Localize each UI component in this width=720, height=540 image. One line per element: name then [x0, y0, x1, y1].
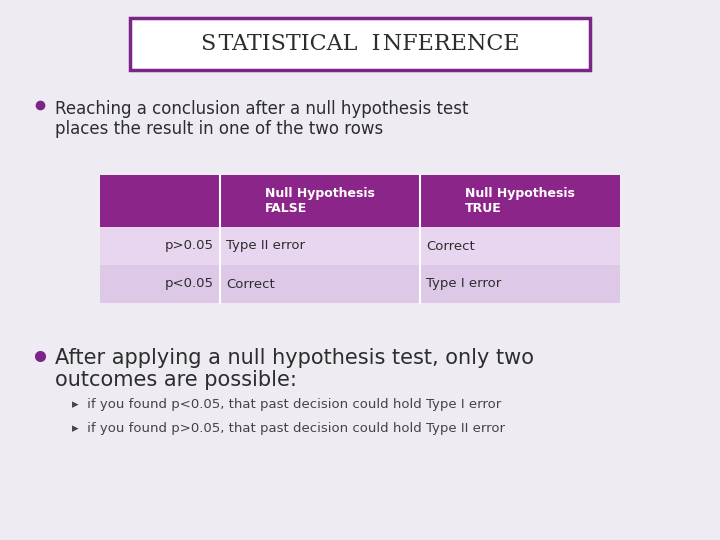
Text: Reaching a conclusion after a null hypothesis test: Reaching a conclusion after a null hypot… [55, 100, 469, 118]
Text: ▸  if you found p<0.05, that past decision could hold Type I error: ▸ if you found p<0.05, that past decisio… [72, 398, 501, 411]
FancyBboxPatch shape [100, 175, 620, 227]
Text: After applying a null hypothesis test, only two: After applying a null hypothesis test, o… [55, 348, 534, 368]
Text: ▸  if you found p>0.05, that past decision could hold Type II error: ▸ if you found p>0.05, that past decisio… [72, 422, 505, 435]
Text: places the result in one of the two rows: places the result in one of the two rows [55, 120, 383, 138]
Text: Correct: Correct [426, 240, 474, 253]
Text: p>0.05: p>0.05 [165, 240, 214, 253]
Text: Null Hypothesis
FALSE: Null Hypothesis FALSE [265, 186, 375, 215]
FancyBboxPatch shape [130, 18, 590, 70]
FancyBboxPatch shape [100, 227, 620, 265]
Text: Type I error: Type I error [426, 278, 501, 291]
Text: Type II error: Type II error [226, 240, 305, 253]
FancyBboxPatch shape [100, 265, 620, 303]
Text: Null Hypothesis
TRUE: Null Hypothesis TRUE [465, 186, 575, 215]
Text: p<0.05: p<0.05 [165, 278, 214, 291]
Text: Correct: Correct [226, 278, 275, 291]
Text: outcomes are possible:: outcomes are possible: [55, 370, 297, 390]
Text: S TATISTICAL  I NFERENCE: S TATISTICAL I NFERENCE [201, 33, 519, 55]
